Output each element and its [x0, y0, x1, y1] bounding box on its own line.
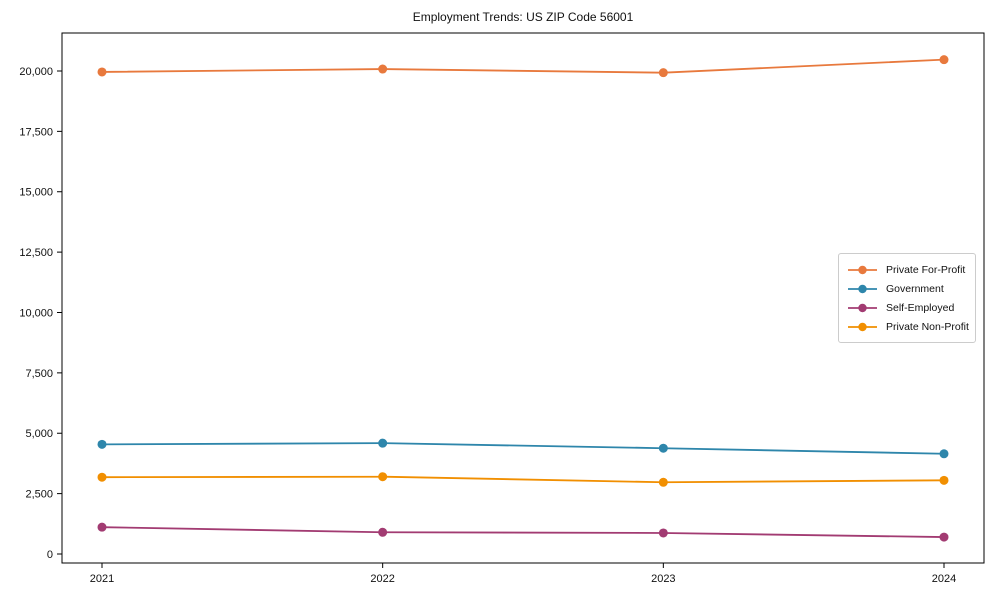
y-tick-label: 20,000	[19, 66, 53, 78]
data-point-marker	[97, 67, 107, 77]
data-point-marker	[658, 443, 668, 453]
legend-line-marker-icon	[848, 284, 877, 293]
y-tick-label: 7,500	[25, 368, 53, 380]
legend-line-marker-icon	[848, 265, 877, 274]
y-tick-label: 15,000	[19, 187, 53, 199]
legend-item: Self-Employed	[847, 298, 965, 317]
x-tick-label: 2023	[651, 573, 675, 585]
x-tick-label: 2021	[90, 573, 114, 585]
y-tick-label: 2,500	[25, 489, 53, 501]
data-point-marker	[378, 527, 388, 537]
data-point-marker	[658, 68, 668, 78]
legend-label: Self-Employed	[886, 301, 955, 314]
y-tick-label: 5,000	[25, 428, 53, 440]
y-tick-label: 17,500	[19, 126, 53, 138]
data-point-marker	[939, 475, 949, 485]
y-tick-label: 10,000	[19, 307, 53, 319]
data-point-marker	[658, 528, 668, 538]
data-point-marker	[97, 522, 107, 532]
legend: Private For-Profit Government Self-Employe…	[838, 253, 976, 343]
legend-item: Private For-Profit	[847, 260, 965, 279]
legend-line-marker-icon	[848, 322, 877, 331]
y-tick-label: 0	[47, 549, 53, 561]
data-point-marker	[378, 438, 388, 448]
data-point-marker	[378, 472, 388, 482]
data-point-marker	[658, 477, 668, 487]
chart-title: Employment Trends: US ZIP Code 56001	[412, 10, 634, 24]
series-line	[101, 58, 945, 74]
data-point-marker	[97, 472, 107, 482]
legend-item: Private Non-Profit	[847, 317, 969, 336]
x-tick-label: 2022	[370, 573, 394, 585]
legend-line-marker-icon	[848, 303, 877, 312]
data-point-marker	[939, 532, 949, 542]
data-point-marker	[378, 64, 388, 74]
series-line	[101, 442, 945, 455]
legend-item: Government	[847, 279, 965, 298]
y-tick-label: 12,500	[19, 247, 53, 259]
x-tick-label: 2024	[932, 573, 956, 585]
series-line	[101, 475, 945, 484]
data-point-marker	[939, 55, 949, 65]
data-point-marker	[939, 449, 949, 459]
plot-border	[61, 32, 985, 564]
legend-label: Private For-Profit	[886, 263, 966, 276]
legend-label: Government	[886, 282, 944, 295]
legend-label: Private Non-Profit	[886, 320, 969, 333]
data-point-marker	[97, 439, 107, 449]
series-line	[101, 526, 945, 538]
